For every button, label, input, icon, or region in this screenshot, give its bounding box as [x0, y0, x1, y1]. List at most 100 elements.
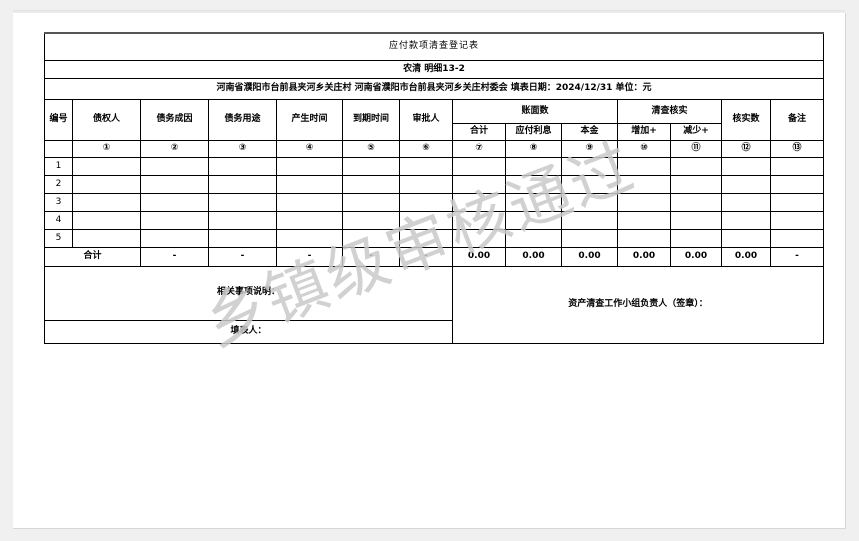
cell-creditor[interactable]: [72, 175, 141, 194]
cell-usage[interactable]: [208, 175, 277, 194]
cell-approver[interactable]: [399, 175, 453, 194]
preparer-field[interactable]: 填表人：: [44, 319, 453, 345]
cell-created-time[interactable]: [276, 175, 343, 194]
cell-remark[interactable]: [769, 175, 825, 194]
cell-due-time[interactable]: [342, 193, 400, 212]
cell-due-time[interactable]: [342, 157, 400, 176]
total-due-time: -: [342, 247, 400, 267]
cell-approver[interactable]: [399, 193, 453, 212]
cell-no: 3: [44, 193, 73, 212]
column-index-11: ⑪: [670, 140, 722, 158]
cell-cause[interactable]: [140, 175, 209, 194]
cell-book-total[interactable]: [452, 193, 506, 212]
cell-no: 2: [44, 175, 73, 194]
document-page: 应付款项清查登记表 农清 明细13-2 河南省濮阳市台前县夹河乡关庄村 河南省濮…: [13, 13, 846, 529]
cell-verify-increase[interactable]: [617, 211, 671, 230]
page-top-shadow: [13, 10, 845, 13]
column-index-2: ②: [140, 140, 209, 158]
cell-verified-amount[interactable]: [721, 229, 771, 248]
total-created-time: -: [276, 247, 343, 267]
cell-verified-amount[interactable]: [721, 193, 771, 212]
form-code-row: 农清 明细13-2: [43, 60, 825, 79]
cell-usage[interactable]: [208, 211, 277, 230]
table-row[interactable]: 1: [44, 157, 825, 176]
cell-book-interest[interactable]: [505, 211, 562, 230]
cell-verified-amount[interactable]: [721, 157, 771, 176]
cell-verified-amount[interactable]: [721, 175, 771, 194]
cell-book-interest[interactable]: [505, 157, 562, 176]
cell-book-principal[interactable]: [561, 157, 618, 176]
header-created-time: 产生时间: [276, 99, 343, 141]
cell-book-principal[interactable]: [561, 211, 618, 230]
cell-creditor[interactable]: [72, 211, 141, 230]
footer-row-preparer: 填表人：: [44, 319, 824, 345]
total-remark: -: [769, 247, 825, 267]
cell-book-total[interactable]: [452, 157, 506, 176]
total-approver: -: [399, 247, 453, 267]
cell-verify-decrease[interactable]: [670, 193, 722, 212]
header-no: 编号: [44, 99, 73, 141]
header-remark: 备注: [769, 99, 825, 141]
cell-due-time[interactable]: [342, 175, 400, 194]
header-book-interest: 应付利息: [505, 123, 562, 141]
cell-verify-decrease[interactable]: [670, 211, 722, 230]
cell-verify-decrease[interactable]: [670, 157, 722, 176]
footer-row-notes: 相关事项说明： 资产清查工作小组负责人（签章）：: [44, 266, 825, 344]
cell-created-time[interactable]: [276, 193, 343, 212]
cell-verify-increase[interactable]: [617, 157, 671, 176]
cell-remark[interactable]: [769, 193, 825, 212]
cell-cause[interactable]: [140, 229, 209, 248]
cell-approver[interactable]: [399, 229, 453, 248]
header-book-group: 账面数: [452, 99, 618, 124]
cell-book-interest[interactable]: [505, 175, 562, 194]
cell-book-interest[interactable]: [505, 193, 562, 212]
header-book-principal: 本金: [561, 123, 618, 141]
cell-book-principal[interactable]: [561, 193, 618, 212]
cell-no: 5: [44, 229, 73, 248]
cell-creditor[interactable]: [72, 229, 141, 248]
cell-verified-amount[interactable]: [721, 211, 771, 230]
cell-cause[interactable]: [140, 157, 209, 176]
header-book-total: 合计: [452, 123, 506, 141]
cell-cause[interactable]: [140, 211, 209, 230]
cell-approver[interactable]: [399, 211, 453, 230]
cell-usage[interactable]: [208, 193, 277, 212]
signature-field[interactable]: 资产清查工作小组负责人（签章）：: [451, 266, 825, 344]
cell-verify-increase[interactable]: [617, 175, 671, 194]
cell-created-time[interactable]: [276, 211, 343, 230]
column-index-13: ⑬: [769, 140, 825, 158]
cell-created-time[interactable]: [276, 229, 343, 248]
cell-verify-increase[interactable]: [617, 229, 671, 248]
total-book-total: 0.00: [452, 247, 506, 267]
cell-book-principal[interactable]: [561, 175, 618, 194]
cell-verify-increase[interactable]: [617, 193, 671, 212]
column-index-10: ⑩: [617, 140, 671, 158]
table-row[interactable]: 4: [44, 211, 825, 230]
cell-remark[interactable]: [769, 229, 825, 248]
cell-book-total[interactable]: [452, 211, 506, 230]
cell-verify-decrease[interactable]: [670, 175, 722, 194]
total-label: 合计: [44, 247, 141, 267]
cell-created-time[interactable]: [276, 157, 343, 176]
total-cause: -: [140, 247, 209, 267]
cell-due-time[interactable]: [342, 211, 400, 230]
cell-usage[interactable]: [208, 229, 277, 248]
cell-approver[interactable]: [399, 157, 453, 176]
cell-creditor[interactable]: [72, 193, 141, 212]
table-row[interactable]: 2: [44, 175, 825, 194]
cell-no: 4: [44, 211, 73, 230]
cell-usage[interactable]: [208, 157, 277, 176]
cell-remark[interactable]: [769, 211, 825, 230]
cell-remark[interactable]: [769, 157, 825, 176]
cell-book-interest[interactable]: [505, 229, 562, 248]
table-row[interactable]: 3: [44, 193, 825, 212]
cell-due-time[interactable]: [342, 229, 400, 248]
cell-book-principal[interactable]: [561, 229, 618, 248]
cell-verify-decrease[interactable]: [670, 229, 722, 248]
table-row[interactable]: 5: [44, 229, 825, 248]
notes-field[interactable]: 相关事项说明：: [44, 266, 453, 321]
cell-book-total[interactable]: [452, 175, 506, 194]
cell-cause[interactable]: [140, 193, 209, 212]
cell-creditor[interactable]: [72, 157, 141, 176]
cell-book-total[interactable]: [452, 229, 506, 248]
